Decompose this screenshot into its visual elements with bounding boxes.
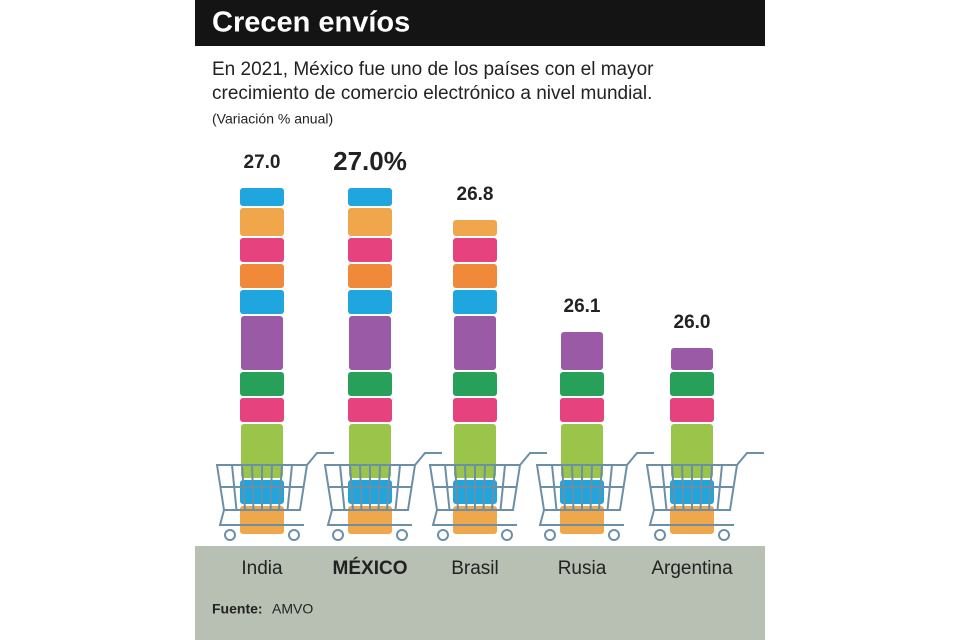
cart-frame	[535, 452, 654, 526]
wheel	[654, 529, 666, 541]
box	[348, 398, 392, 422]
box	[348, 238, 392, 262]
box	[561, 332, 603, 370]
cart	[645, 452, 764, 541]
box	[453, 238, 497, 262]
box	[240, 264, 284, 288]
footer-band	[195, 546, 765, 640]
source: AMVO	[272, 601, 313, 617]
cart	[428, 452, 547, 541]
wheel	[544, 529, 556, 541]
box	[348, 506, 392, 534]
box	[670, 506, 714, 534]
box	[453, 220, 497, 236]
box	[348, 372, 392, 396]
box	[453, 290, 497, 314]
wheel	[608, 529, 620, 541]
wheel	[501, 529, 513, 541]
value-label: 27.0%	[333, 146, 407, 176]
wheel	[332, 529, 344, 541]
x-tick-label: Brasil	[451, 558, 499, 579]
box	[348, 264, 392, 288]
box	[453, 264, 497, 288]
subtitle: En 2021, México fue uno de los países co…	[212, 59, 654, 80]
cart	[215, 452, 334, 541]
value-label: 26.0	[674, 312, 711, 333]
box	[560, 506, 604, 534]
box	[240, 506, 284, 534]
cart-frame	[323, 452, 442, 526]
box	[241, 316, 283, 370]
box	[240, 188, 284, 206]
box	[349, 316, 391, 370]
source-label: Fuente:	[212, 601, 263, 617]
box	[348, 290, 392, 314]
box	[240, 208, 284, 236]
wheel	[396, 529, 408, 541]
box	[453, 506, 497, 534]
wheel	[288, 529, 300, 541]
chart-title: Crecen envíos	[212, 7, 410, 39]
box	[453, 372, 497, 396]
box	[348, 188, 392, 206]
box	[348, 208, 392, 236]
box	[453, 398, 497, 422]
box	[670, 372, 714, 396]
box	[240, 238, 284, 262]
box	[560, 372, 604, 396]
wheel	[224, 529, 236, 541]
wheel	[718, 529, 730, 541]
box	[240, 290, 284, 314]
box	[240, 372, 284, 396]
x-tick-label: Argentina	[651, 558, 733, 579]
x-tick-label: MÉXICO	[333, 557, 408, 579]
value-label: 27.0	[244, 152, 281, 173]
value-label: 26.1	[564, 296, 601, 317]
box	[670, 398, 714, 422]
cart	[323, 452, 442, 541]
cart-frame	[428, 452, 547, 526]
box	[240, 398, 284, 422]
cart-frame	[645, 452, 764, 526]
box	[560, 398, 604, 422]
unit-note: (Variación % anual)	[212, 111, 333, 127]
cart-frame	[215, 452, 334, 526]
wheel	[437, 529, 449, 541]
subtitle: crecimiento de comercio electrónico a ni…	[212, 83, 652, 104]
cart	[535, 452, 654, 541]
box	[671, 348, 713, 370]
x-tick-label: Rusia	[558, 558, 607, 579]
value-label: 26.8	[457, 184, 494, 205]
x-tick-label: India	[241, 558, 283, 579]
box	[454, 316, 496, 370]
title-band	[195, 0, 765, 46]
